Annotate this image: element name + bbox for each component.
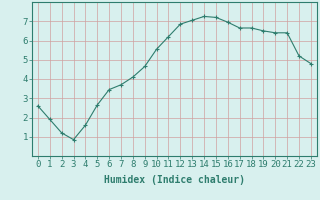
- X-axis label: Humidex (Indice chaleur): Humidex (Indice chaleur): [104, 175, 245, 185]
